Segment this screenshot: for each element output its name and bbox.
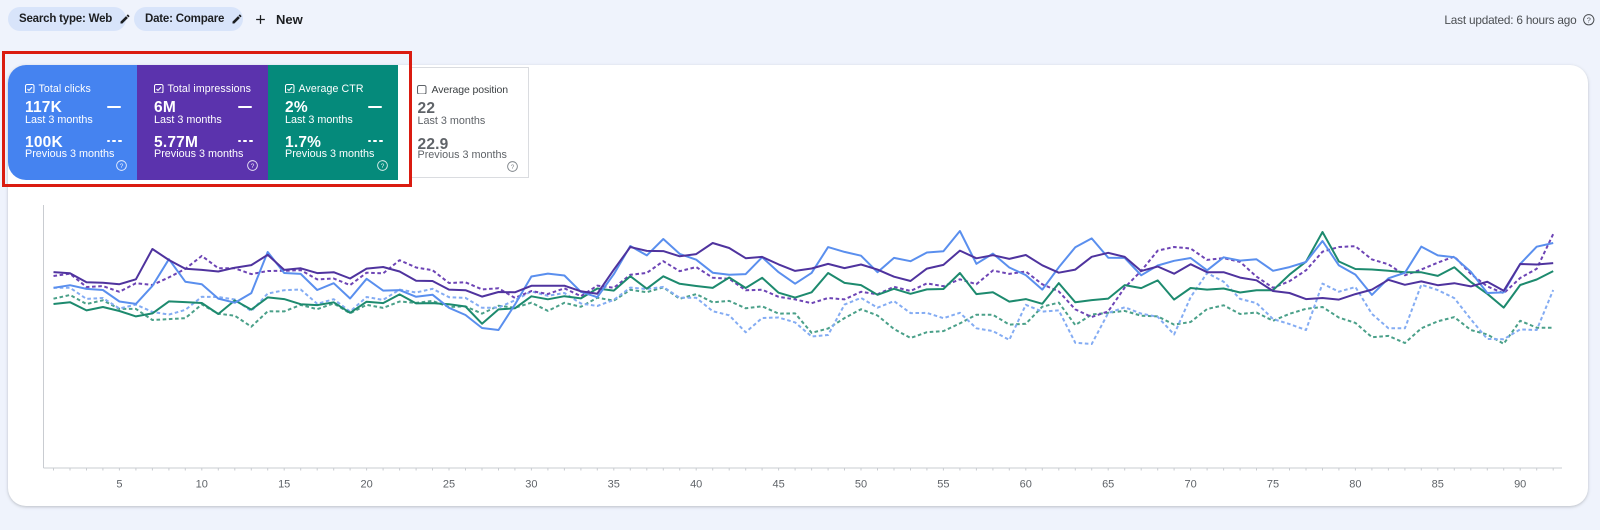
svg-text:55: 55 bbox=[937, 479, 949, 491]
svg-text:50: 50 bbox=[855, 479, 867, 491]
svg-text:?: ? bbox=[120, 163, 124, 170]
svg-text:40: 40 bbox=[690, 479, 702, 491]
svg-text:25: 25 bbox=[443, 479, 455, 491]
svg-text:60: 60 bbox=[1020, 479, 1032, 491]
svg-text:20: 20 bbox=[360, 479, 372, 491]
svg-text:5: 5 bbox=[116, 479, 122, 491]
svg-text:75: 75 bbox=[1267, 479, 1279, 491]
svg-text:85: 85 bbox=[1432, 479, 1444, 491]
svg-text:45: 45 bbox=[772, 479, 784, 491]
svg-text:?: ? bbox=[381, 163, 385, 170]
svg-text:10: 10 bbox=[196, 479, 208, 491]
svg-text:?: ? bbox=[510, 164, 514, 171]
svg-text:80: 80 bbox=[1349, 479, 1361, 491]
svg-text:65: 65 bbox=[1102, 479, 1114, 491]
svg-text:?: ? bbox=[1586, 15, 1590, 24]
svg-text:90: 90 bbox=[1514, 479, 1526, 491]
svg-text:35: 35 bbox=[608, 479, 620, 491]
svg-text:30: 30 bbox=[525, 479, 537, 491]
svg-text:70: 70 bbox=[1184, 479, 1196, 491]
svg-text:?: ? bbox=[251, 163, 255, 170]
svg-text:15: 15 bbox=[278, 479, 290, 491]
